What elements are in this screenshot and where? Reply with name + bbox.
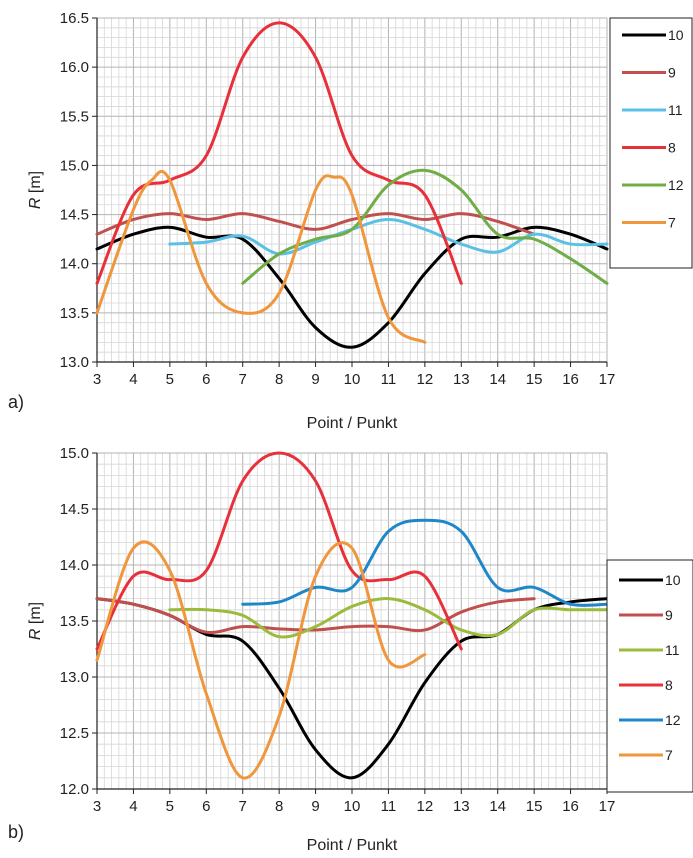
legend-label-11: 11 <box>665 642 680 658</box>
legend-label-9: 9 <box>668 65 676 81</box>
legend-label-8: 8 <box>665 677 673 693</box>
series-line-7 <box>95 169 427 344</box>
y-tick-label: 13.5 <box>60 305 89 322</box>
series-line-12 <box>241 168 609 285</box>
x-tick-label: 3 <box>93 371 101 388</box>
x-tick-label: 10 <box>344 371 361 388</box>
x-tick-label: 15 <box>526 798 543 815</box>
legend-box <box>606 559 693 793</box>
legend-label-11: 11 <box>668 102 683 118</box>
x-tick-label: 5 <box>166 371 174 388</box>
x-tick-label: 10 <box>344 798 361 815</box>
y-tick-label: 15.0 <box>60 157 89 174</box>
y-tick-label: 14.0 <box>60 557 89 574</box>
x-axis-label: Point / Punkt <box>307 837 398 854</box>
y-tick-label: 14.5 <box>60 501 89 518</box>
y-tick-label: 15.0 <box>60 445 89 462</box>
x-tick-label: 14 <box>489 371 506 388</box>
legend-label-10: 10 <box>665 572 681 588</box>
legend-box <box>609 17 693 269</box>
y-tick-label: 16.0 <box>60 59 89 76</box>
x-tick-label: 13 <box>453 371 470 388</box>
y-tick-label: 13.0 <box>60 669 89 686</box>
series-line-9 <box>95 212 536 236</box>
series-group <box>95 451 609 780</box>
x-tick-label: 17 <box>599 371 616 388</box>
x-tick-label: 13 <box>453 798 470 815</box>
x-tick-label: 15 <box>526 371 543 388</box>
y-tick-label: 16.5 <box>60 10 89 27</box>
series-line-11 <box>168 597 609 639</box>
y-tick-label: 12.5 <box>60 725 89 742</box>
x-tick-label: 4 <box>129 371 137 388</box>
y-tick-label: 14.0 <box>60 256 89 273</box>
x-tick-label: 11 <box>381 798 397 815</box>
x-tick-label: 4 <box>129 798 137 815</box>
x-tick-label: 16 <box>562 371 579 388</box>
y-tick-label: 12.0 <box>60 781 89 798</box>
y-axis-label: R [m] <box>27 171 44 209</box>
x-tick-label: 9 <box>311 371 319 388</box>
x-tick-label: 17 <box>599 798 616 815</box>
x-tick-label: 8 <box>275 371 283 388</box>
series-line-8 <box>95 21 463 285</box>
legend-label-7: 7 <box>668 215 676 231</box>
legend: 10 9 11 8 12 7 <box>606 559 693 793</box>
legend: 10 9 11 8 12 7 <box>609 17 693 269</box>
x-tick-label: 8 <box>275 798 283 815</box>
y-tick-label: 13.0 <box>60 354 89 371</box>
series-line-11 <box>168 217 609 256</box>
legend-label-9: 9 <box>665 607 673 623</box>
legend-label-10: 10 <box>668 27 684 43</box>
grid <box>96 452 608 790</box>
legend-label-12: 12 <box>665 712 681 728</box>
series-group <box>95 21 609 349</box>
chart-b: 12.012.513.013.514.014.515.03 4 5 6 7 8 9 10 11 1… <box>8 445 693 854</box>
panel-label: b) <box>8 822 24 842</box>
panel-label: a) <box>8 392 24 412</box>
series-line-8 <box>95 451 463 651</box>
x-tick-label: 11 <box>381 371 397 388</box>
x-axis-label: Point / Punkt <box>307 415 398 432</box>
x-tick-label: 12 <box>417 798 434 815</box>
chart-a: 13.013.514.014.515.015.516.016.53 4 5 6 7 8 9 1… <box>8 10 693 432</box>
series-line-9 <box>95 597 536 635</box>
x-tick-label: 5 <box>166 798 174 815</box>
x-tick-label: 6 <box>202 371 210 388</box>
y-tick-label: 13.5 <box>60 613 89 630</box>
series-line-12 <box>241 518 609 607</box>
x-tick-label: 3 <box>93 798 101 815</box>
x-tick-label: 7 <box>239 798 247 815</box>
series-line-7 <box>95 540 427 780</box>
y-axis-label: R [m] <box>27 602 44 640</box>
grid <box>96 17 608 363</box>
x-tick-label: 9 <box>311 798 319 815</box>
x-tick-label: 14 <box>489 798 506 815</box>
y-tick-label: 14.5 <box>60 207 89 224</box>
x-tick-label: 12 <box>417 371 434 388</box>
x-tick-label: 6 <box>202 798 210 815</box>
legend-label-8: 8 <box>668 140 676 156</box>
legend-label-12: 12 <box>668 177 684 193</box>
x-tick-label: 16 <box>562 798 579 815</box>
x-tick-label: 7 <box>239 371 247 388</box>
y-tick-label: 15.5 <box>60 108 89 125</box>
legend-label-7: 7 <box>665 747 673 763</box>
